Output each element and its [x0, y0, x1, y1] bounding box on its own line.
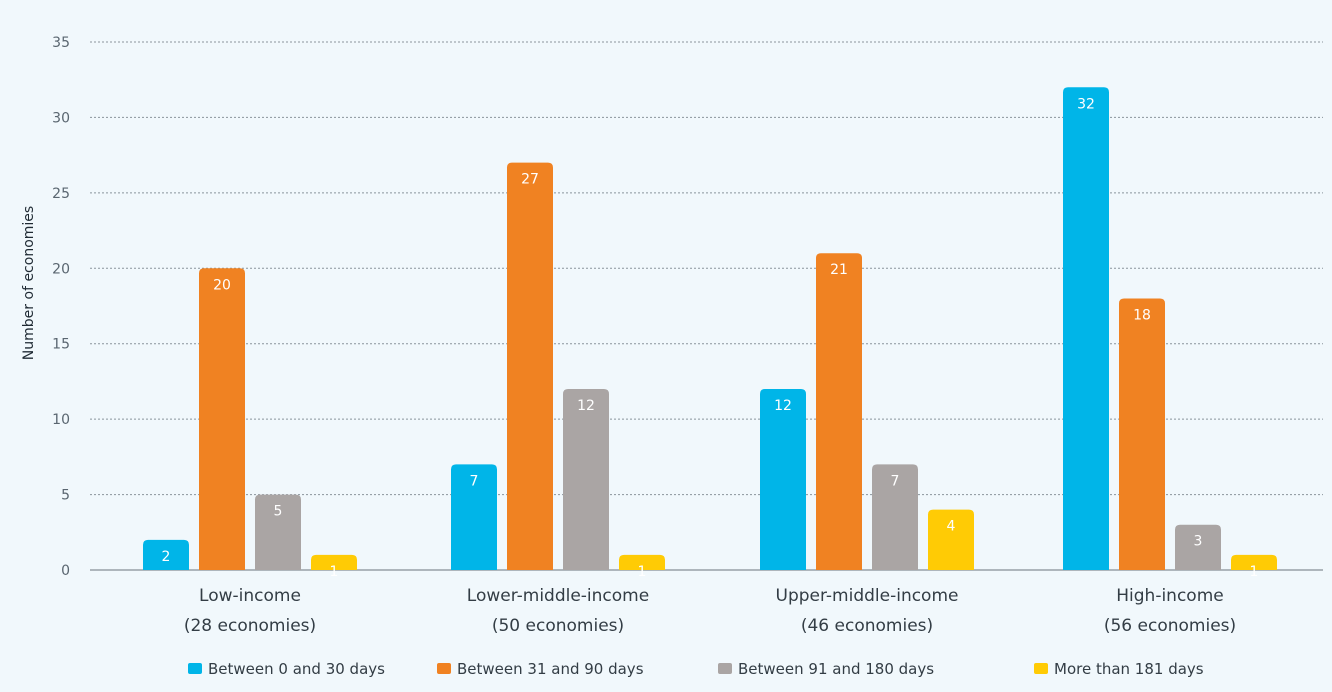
y-tick-label: 35: [52, 35, 70, 51]
legend-label: Between 31 and 90 days: [457, 660, 644, 678]
legend-label: More than 181 days: [1054, 660, 1204, 678]
legend-swatch: [188, 663, 202, 674]
y-tick-label: 5: [61, 488, 70, 504]
bar: [199, 268, 245, 570]
data-label: 20: [213, 277, 231, 293]
y-tick-label: 25: [52, 186, 70, 202]
bar: [143, 539, 189, 570]
data-label: 3: [1194, 534, 1203, 550]
data-label: 1: [330, 564, 339, 580]
data-label: 7: [470, 473, 479, 489]
bar: [507, 162, 553, 570]
data-label: 7: [891, 473, 900, 489]
legend-label: Between 0 and 30 days: [208, 660, 385, 678]
category-sublabel: (56 economies): [1104, 616, 1236, 636]
category-sublabel: (28 economies): [184, 616, 316, 636]
y-tick-label: 20: [52, 261, 70, 277]
legend-swatch: [437, 663, 451, 674]
bar: [816, 253, 862, 570]
bar: [1119, 298, 1165, 570]
category-label: Low-income: [199, 586, 301, 606]
data-label: 12: [774, 398, 792, 414]
legend-label: Between 91 and 180 days: [738, 660, 934, 678]
data-label: 1: [638, 564, 647, 580]
category-label: High-income: [1116, 586, 1223, 606]
bar: [872, 464, 918, 570]
bar: [451, 464, 497, 570]
data-label: 27: [521, 172, 539, 188]
bar: [255, 494, 301, 570]
y-tick-label: 0: [61, 563, 70, 579]
category-sublabel: (46 economies): [801, 616, 933, 636]
data-label: 2: [162, 549, 171, 565]
bar: [1175, 524, 1221, 570]
bar: [563, 388, 609, 570]
data-label: 5: [274, 504, 283, 520]
bar: [928, 509, 974, 570]
bar: [1063, 87, 1109, 570]
data-label: 4: [947, 519, 956, 535]
category-label: Upper-middle-income: [776, 586, 959, 606]
legend-swatch: [718, 663, 732, 674]
bar: [760, 388, 806, 570]
y-tick-label: 30: [52, 110, 70, 126]
category-sublabel: (50 economies): [492, 616, 624, 636]
bar: [311, 554, 357, 570]
category-label: Lower-middle-income: [467, 586, 649, 606]
y-tick-label: 10: [52, 412, 70, 428]
legend-swatch: [1034, 663, 1048, 674]
data-label: 12: [577, 398, 595, 414]
y-tick-label: 15: [52, 337, 70, 353]
bar: [1231, 554, 1277, 570]
data-label: 18: [1133, 307, 1151, 323]
data-label: 1: [1250, 564, 1259, 580]
bar: [619, 554, 665, 570]
y-axis-label: Number of economies: [21, 206, 37, 360]
data-label: 32: [1077, 96, 1095, 112]
data-label: 21: [830, 262, 848, 278]
